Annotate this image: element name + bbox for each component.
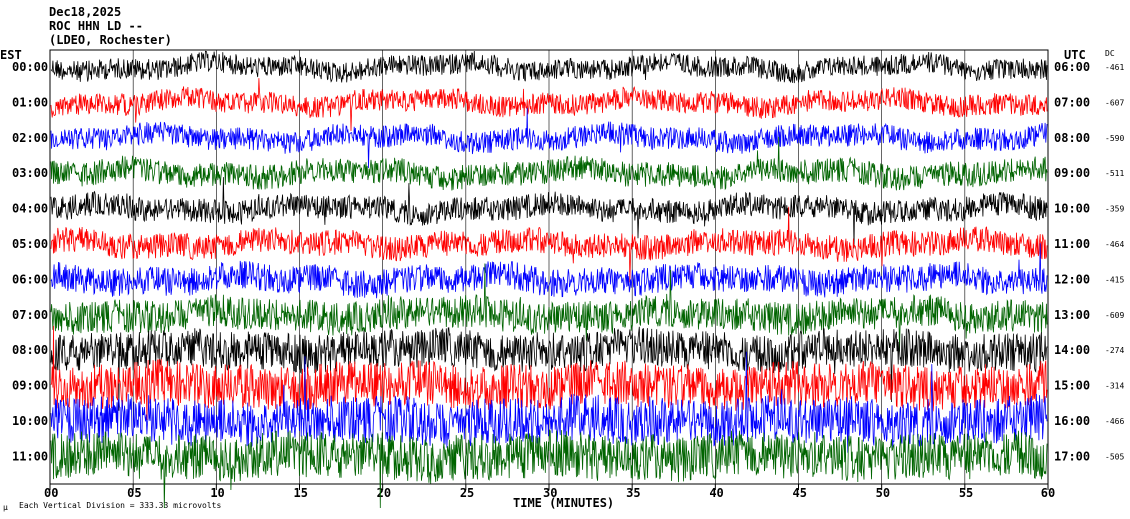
dc-header: DC [1105,49,1115,58]
chart-date: Dec18,2025 [49,5,122,19]
est-hour-label: 09:00 [12,379,48,393]
dc-offset-label: -505 [1105,452,1124,461]
dc-offset-label: -607 [1105,98,1124,107]
est-hour-label: 08:00 [12,343,48,357]
utc-hour-label: 09:00 [1054,166,1090,180]
dc-offset-label: -511 [1105,169,1124,178]
utc-hour-label: 14:00 [1054,343,1090,357]
trace-line [50,50,1048,84]
trace-line [50,263,1048,352]
utc-hour-label: 08:00 [1054,131,1090,145]
plot-frame [49,49,1049,485]
trace-line [50,325,1048,421]
est-hour-label: 07:00 [12,308,48,322]
utc-hour-label: 13:00 [1054,308,1090,322]
x-tick-label: 55 [959,486,973,500]
utc-hour-label: 10:00 [1054,202,1090,216]
microvolt-symbol: µ [3,503,8,512]
x-tick-label: 10 [210,486,224,500]
x-tick-label: 25 [460,486,474,500]
x-tick-label: 50 [876,486,890,500]
utc-hour-label: 11:00 [1054,237,1090,251]
utc-hour-label: 15:00 [1054,379,1090,393]
est-hour-label: 06:00 [12,272,48,286]
est-hour-label: 01:00 [12,95,48,109]
est-hour-label: 10:00 [12,414,48,428]
trace-line [50,428,1048,509]
dc-offset-label: -466 [1105,417,1124,426]
trace-line [50,107,1048,169]
trace-line [50,326,1048,411]
dc-offset-label: -274 [1105,346,1124,355]
trace-line [50,206,1048,283]
dc-offset-label: -314 [1105,382,1124,391]
left-timezone-label: EST [0,48,22,62]
x-tick-label: 05 [127,486,141,500]
x-tick-label: 15 [294,486,308,500]
est-hour-label: 03:00 [12,166,48,180]
dc-offset-label: -609 [1105,311,1124,320]
dc-offset-label: -590 [1105,134,1124,143]
dc-offset-label: -415 [1105,275,1124,284]
est-hour-label: 05:00 [12,237,48,251]
right-timezone-label: UTC [1064,48,1086,62]
scale-footnote: Each Vertical Division = 333.33 microvol… [19,501,222,510]
x-tick-label: 45 [793,486,807,500]
trace-line [50,351,1048,453]
utc-hour-label: 17:00 [1054,449,1090,463]
est-hour-label: 04:00 [12,202,48,216]
utc-hour-label: 16:00 [1054,414,1090,428]
est-hour-label: 02:00 [12,131,48,145]
utc-hour-label: 06:00 [1054,60,1090,74]
trace-line [50,136,1048,191]
x-tick-label: 60 [1041,486,1055,500]
dc-offset-label: -461 [1105,63,1124,72]
utc-hour-label: 07:00 [1054,95,1090,109]
trace-line [50,177,1048,249]
x-axis-label: TIME (MINUTES) [513,496,615,510]
x-tick-label: 00 [44,486,58,500]
est-hour-label: 00:00 [12,60,48,74]
x-tick-label: 30 [543,486,557,500]
chart-network: (LDEO, Rochester) [49,33,172,47]
dc-offset-label: -464 [1105,240,1124,249]
x-tick-label: 35 [626,486,640,500]
utc-hour-label: 12:00 [1054,272,1090,286]
x-tick-label: 40 [709,486,723,500]
est-hour-label: 11:00 [12,449,48,463]
chart-station: ROC HHN LD -- [49,19,143,33]
dc-offset-label: -359 [1105,205,1124,214]
trace-line [50,243,1048,299]
x-tick-label: 20 [377,486,391,500]
trace-line [50,78,1048,131]
